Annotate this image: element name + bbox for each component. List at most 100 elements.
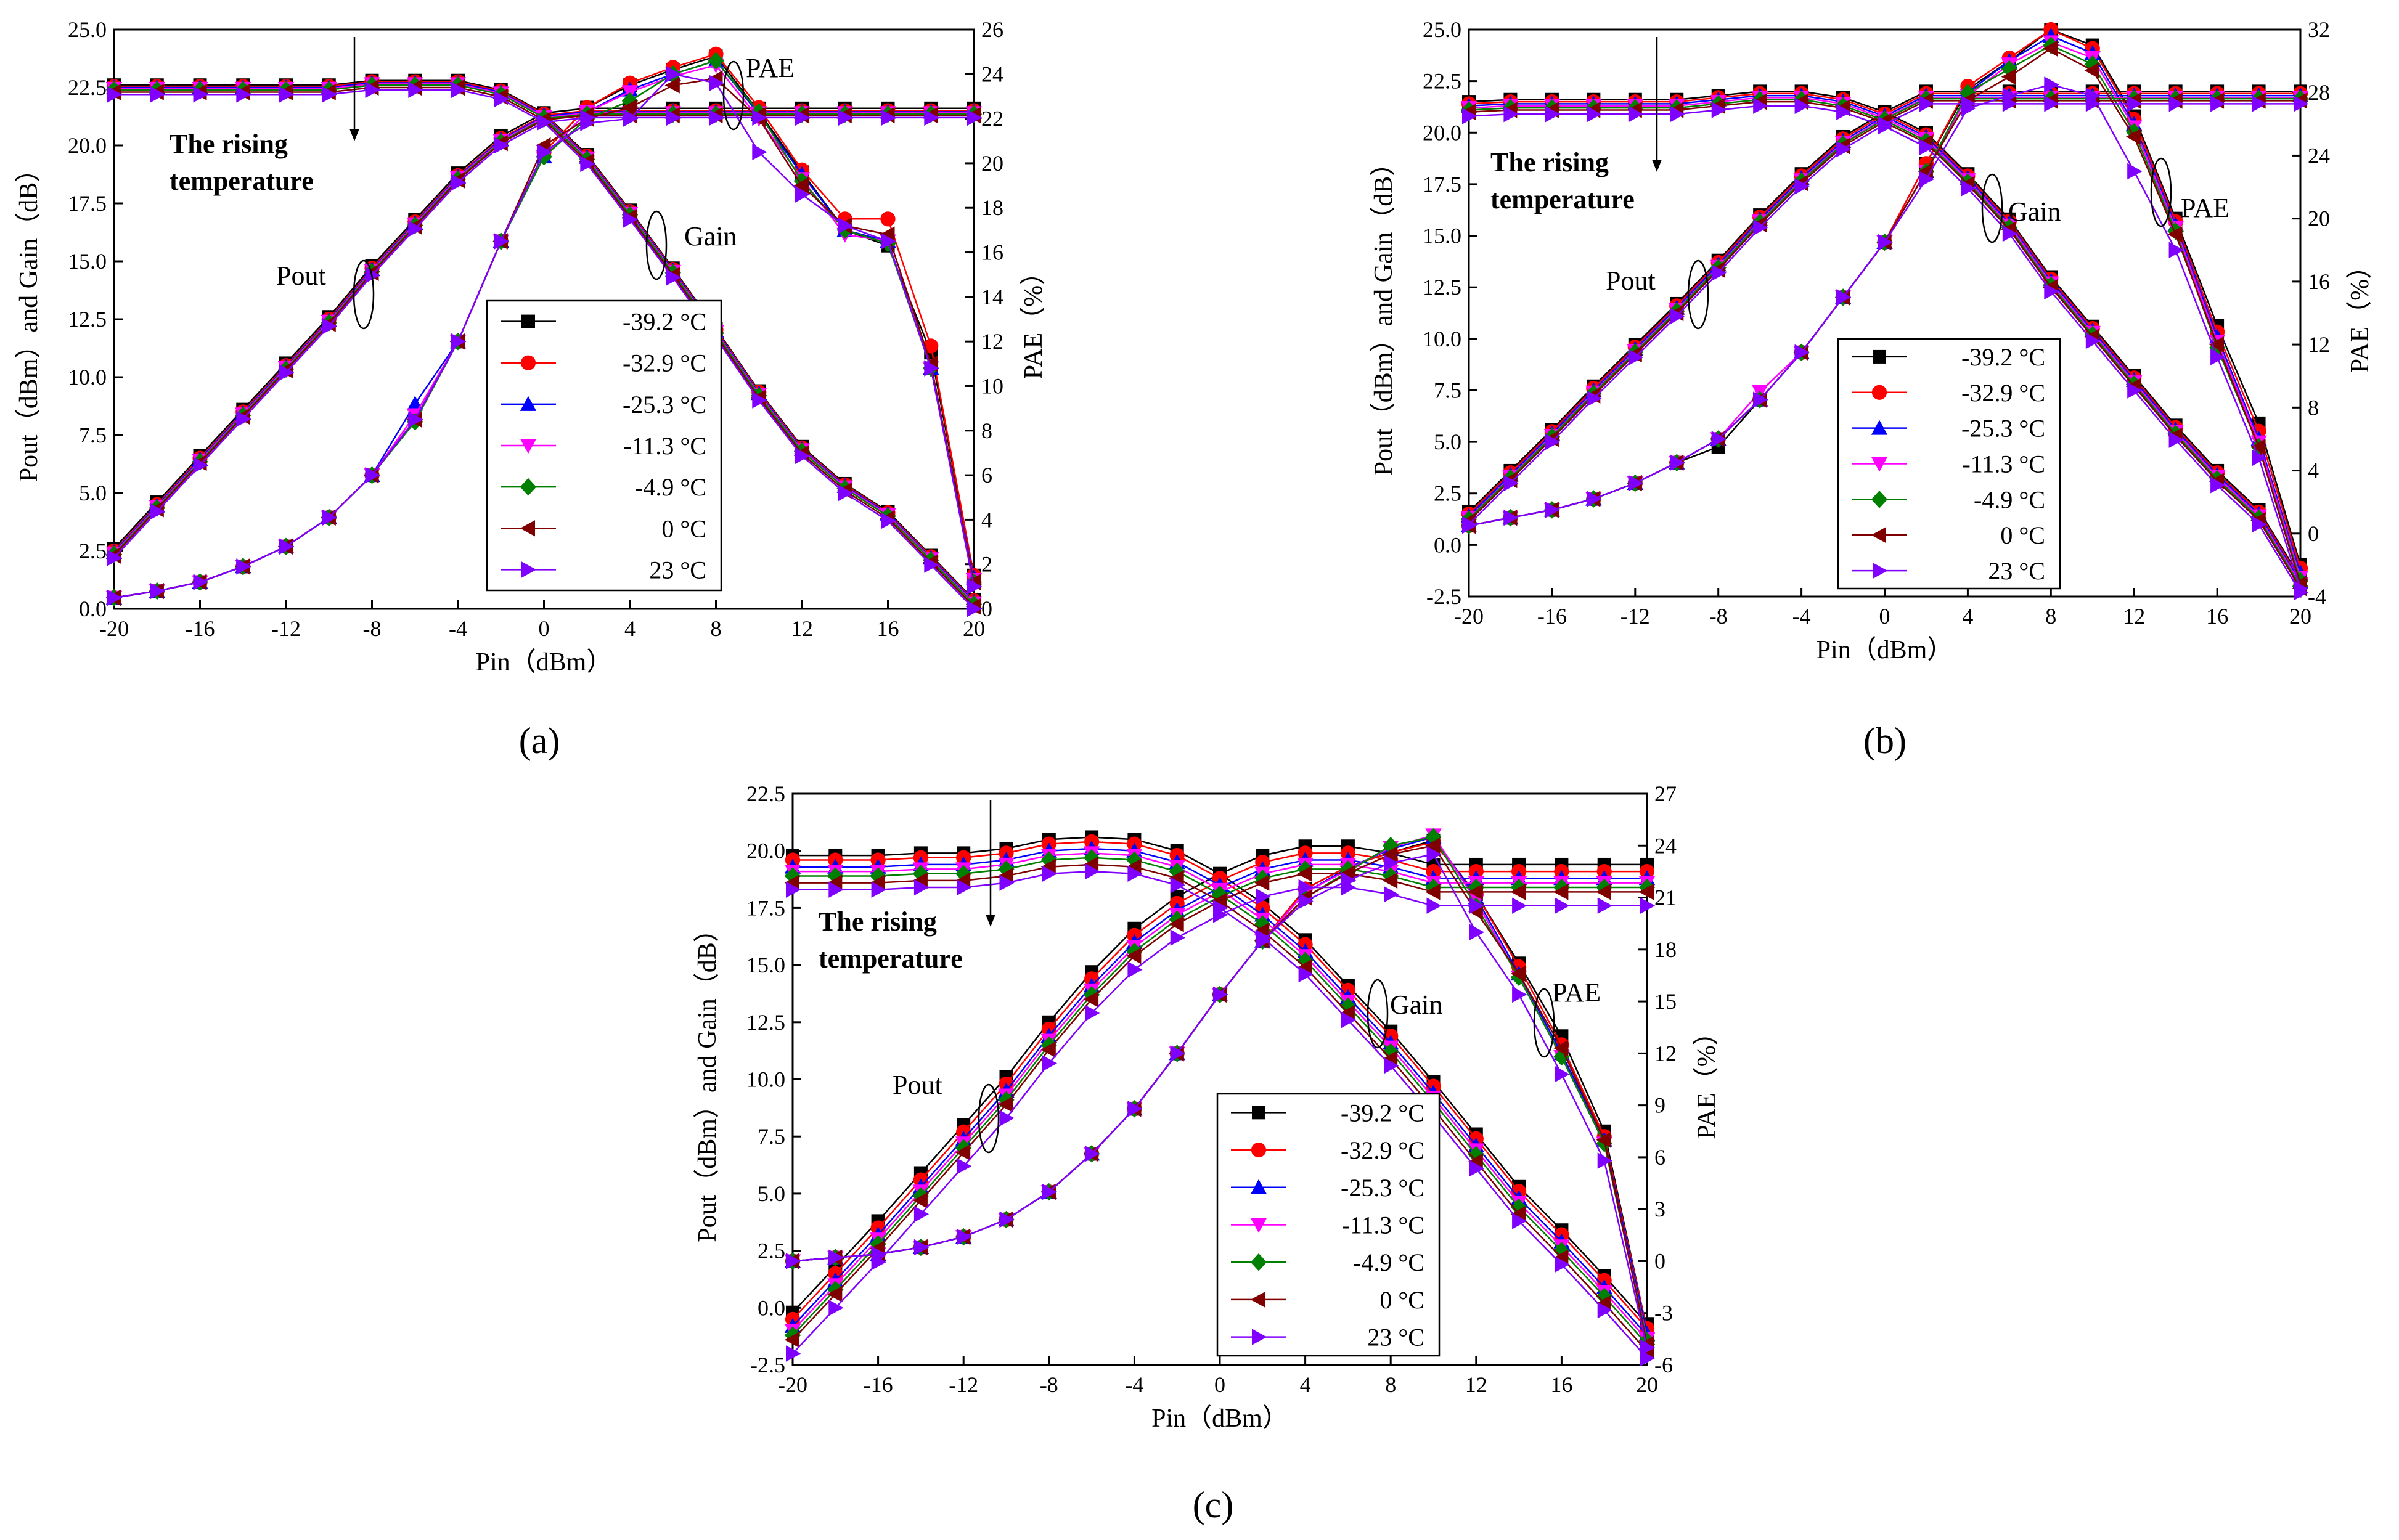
gain-point: [1469, 1160, 1484, 1177]
y2-tick-label: 8: [2308, 395, 2319, 420]
gain-point: [913, 879, 930, 896]
pae-point: [2209, 336, 2225, 353]
legend-marker: [520, 520, 535, 537]
pae-point: [2168, 242, 2184, 258]
gain-point: [752, 392, 767, 409]
legend-entry: -11.3 °C: [623, 432, 706, 460]
x-tick-label: 20: [963, 616, 985, 641]
pae-point: [322, 509, 337, 526]
pae-point: [623, 110, 639, 127]
legend-entry: -32.9 °C: [1961, 379, 2045, 407]
legend-marker: [1250, 1291, 1265, 1308]
pout-point: [2168, 96, 2184, 112]
pout-point: [1638, 878, 1656, 897]
gain-point: [1711, 102, 1727, 118]
pout-point: [1426, 897, 1442, 914]
pout-point: [827, 1285, 843, 1303]
pae-point: [828, 1249, 844, 1266]
pae-point: [1425, 837, 1441, 854]
y-tick-label: 17.5: [746, 895, 785, 920]
y-tick-label: 12.5: [1423, 275, 1461, 299]
annotation-gain: Gain: [2008, 197, 2061, 227]
gain-point: [2210, 477, 2226, 494]
y2-tick-label: 12: [1654, 1041, 1677, 1065]
legend-entry: -39.2 °C: [1961, 343, 2045, 371]
pout-point: [881, 109, 896, 126]
x-tick-label: 0: [539, 616, 550, 641]
y2-tick-label: 20: [981, 151, 1003, 176]
pout-point: [1545, 433, 1561, 450]
pae-point: [999, 1211, 1015, 1228]
pout-point: [709, 109, 724, 126]
gain-point: [408, 81, 423, 98]
gain-point: [580, 155, 595, 173]
y2-axis-title: PAE（%）: [2346, 253, 2374, 373]
x-tick-label: -16: [1537, 604, 1567, 629]
x-tick-label: 12: [791, 616, 813, 641]
x-tick-label: -8: [1709, 604, 1728, 629]
pout-point: [1919, 96, 1935, 112]
temperature-arrowhead: [349, 129, 359, 141]
pout-point: [365, 267, 380, 283]
pae-point: [1545, 502, 1561, 518]
pout-point: [1638, 884, 1654, 900]
pout-point: [1040, 1041, 1056, 1058]
pae-point: [1383, 846, 1398, 863]
pae-point: [1836, 289, 1852, 306]
x-tick-label: -20: [99, 616, 129, 641]
pae-point: [1213, 986, 1228, 1003]
series-6: [1462, 76, 2309, 601]
y-tick-label: 22.5: [68, 75, 107, 100]
y2-tick-label: 15: [1654, 989, 1677, 1014]
x-tick-label: 8: [711, 616, 722, 641]
pout-point: [1425, 878, 1442, 897]
y-tick-label: 2.5: [79, 539, 107, 563]
annotation-pout: Pout: [276, 261, 326, 291]
pout-point: [1836, 141, 1852, 158]
y2-tick-label: 16: [2308, 269, 2330, 294]
gain-point: [1596, 1295, 1611, 1312]
gain-point: [838, 484, 853, 502]
gain-point: [279, 86, 295, 103]
legend-marker: [1873, 349, 1886, 364]
pout-point: [1596, 884, 1611, 900]
y-tick-label: 7.5: [1434, 378, 1461, 402]
pae-point: [2252, 449, 2267, 466]
pout-ellipse: [1687, 259, 1709, 330]
x-tick-label: 0: [1214, 1372, 1225, 1397]
pout-point: [2294, 96, 2309, 112]
pout-point: [1670, 308, 1685, 325]
y2-tick-label: 6: [1654, 1145, 1665, 1170]
annotation-pae: PAE: [746, 53, 795, 83]
pae-point: [451, 333, 467, 350]
legend-marker: [1250, 1179, 1267, 1194]
pae-point: [1469, 924, 1484, 940]
pout-point: [1425, 884, 1441, 900]
y2-tick-label: 10: [981, 373, 1003, 398]
y2-tick-label: 12: [981, 329, 1003, 354]
gain-point: [623, 211, 639, 228]
gain-point: [1042, 865, 1057, 882]
pae-point: [924, 360, 939, 377]
y-tick-label: 10.0: [68, 365, 107, 389]
pout-point: [279, 364, 295, 381]
pae-point: [1127, 1101, 1143, 1117]
annotation-pae: PAE: [2181, 193, 2229, 223]
y-tick-label: 20.0: [68, 133, 107, 158]
y-tick-label: 10.0: [1423, 327, 1461, 351]
pae-point: [494, 233, 509, 250]
y2-tick-label: 0: [981, 597, 992, 621]
pae-point: [107, 589, 123, 606]
legend-marker: [1871, 527, 1886, 544]
y-axis-title: Pout（dBm）and Gain（dB）: [1370, 150, 1398, 476]
pae-point: [537, 144, 552, 160]
pae-point: [664, 77, 680, 94]
pout-point: [998, 1096, 1013, 1113]
pae-point: [913, 1239, 930, 1256]
gain-point: [955, 865, 972, 883]
legend-marker: [1252, 1329, 1267, 1345]
x-tick-label: 20: [1636, 1372, 1658, 1397]
legend-marker: [521, 561, 537, 578]
pae-point: [1462, 517, 1477, 534]
chart-panel-b: -20 -16 -12 -8 -4 0 4 8 12 16 20 -2.5 0.0 2.5 5.0 7.5 10…: [1370, 17, 2374, 761]
